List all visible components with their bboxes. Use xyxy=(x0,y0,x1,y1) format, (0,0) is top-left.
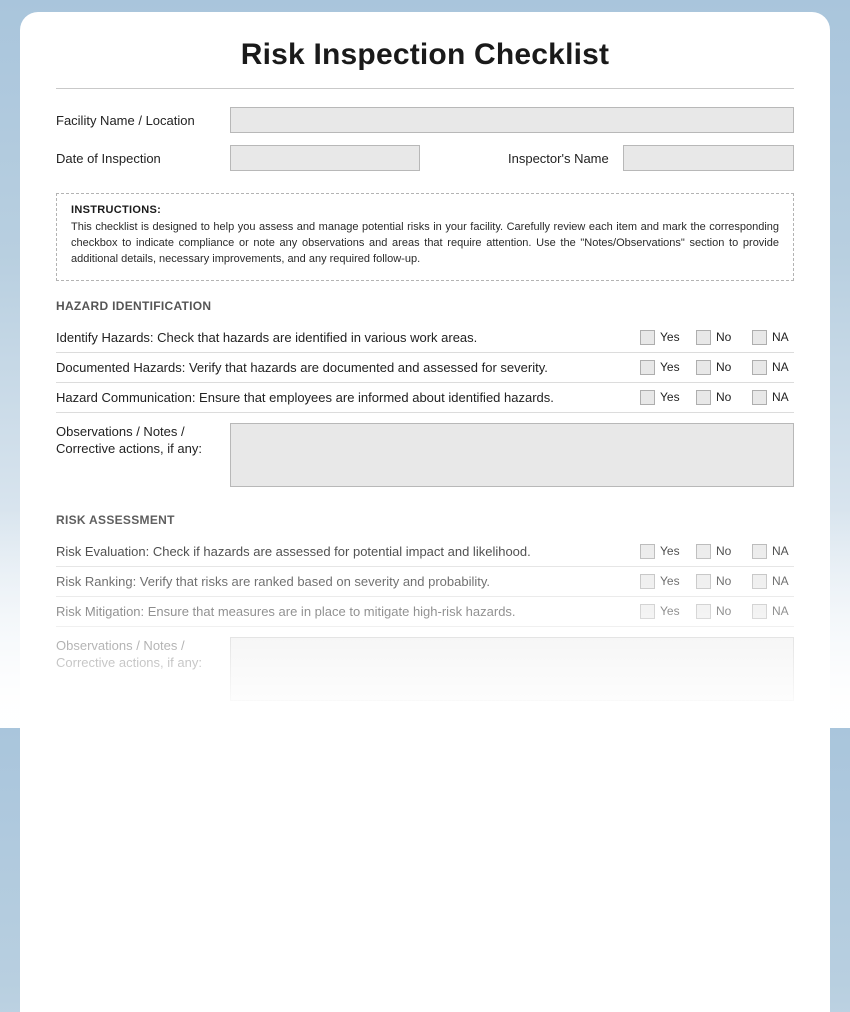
option-label-no: No xyxy=(716,544,738,558)
checkbox-na[interactable] xyxy=(752,330,767,345)
checklist-row: Identify Hazards: Check that hazards are… xyxy=(56,323,794,353)
date-label: Date of Inspection xyxy=(56,151,216,166)
instructions-body: This checklist is designed to help you a… xyxy=(71,220,779,268)
checkbox-na[interactable] xyxy=(752,604,767,619)
option-group: Yes No NA xyxy=(640,544,794,559)
title-divider xyxy=(56,88,794,89)
notes-row: Observations / Notes / Corrective action… xyxy=(56,637,794,701)
option-group: Yes No NA xyxy=(640,604,794,619)
instructions-title: INSTRUCTIONS: xyxy=(71,204,779,216)
checkbox-yes[interactable] xyxy=(640,604,655,619)
option-group: Yes No NA xyxy=(640,330,794,345)
option-label-yes: Yes xyxy=(660,390,682,404)
option-label-na: NA xyxy=(772,330,794,344)
checklist-item-text: Risk Evaluation: Check if hazards are as… xyxy=(56,544,640,559)
option-group: Yes No NA xyxy=(640,360,794,375)
checkbox-no[interactable] xyxy=(696,544,711,559)
checklist-item-text: Risk Mitigation: Ensure that measures ar… xyxy=(56,604,640,619)
checklist-row: Documented Hazards: Verify that hazards … xyxy=(56,353,794,383)
option-label-na: NA xyxy=(772,604,794,618)
section-heading: HAZARD IDENTIFICATION xyxy=(56,299,794,313)
option-label-yes: Yes xyxy=(660,604,682,618)
inspector-label: Inspector's Name xyxy=(508,151,609,166)
checkbox-na[interactable] xyxy=(752,390,767,405)
checkbox-yes[interactable] xyxy=(640,574,655,589)
option-label-na: NA xyxy=(772,360,794,374)
option-label-na: NA xyxy=(772,390,794,404)
checkbox-na[interactable] xyxy=(752,574,767,589)
checklist-item-text: Hazard Communication: Ensure that employ… xyxy=(56,390,640,405)
section-heading: RISK ASSESSMENT xyxy=(56,513,794,527)
instructions-box: INSTRUCTIONS: This checklist is designed… xyxy=(56,193,794,281)
option-label-no: No xyxy=(716,604,738,618)
option-group: Yes No NA xyxy=(640,574,794,589)
checkbox-yes[interactable] xyxy=(640,544,655,559)
checkbox-no[interactable] xyxy=(696,390,711,405)
checklist-row: Risk Ranking: Verify that risks are rank… xyxy=(56,567,794,597)
checkbox-no[interactable] xyxy=(696,360,711,375)
facility-label: Facility Name / Location xyxy=(56,113,216,128)
date-input[interactable] xyxy=(230,145,420,171)
date-inspector-row: Date of Inspection Inspector's Name xyxy=(56,145,794,171)
notes-textarea[interactable] xyxy=(230,423,794,487)
checklist-item-text: Documented Hazards: Verify that hazards … xyxy=(56,360,640,375)
facility-input[interactable] xyxy=(230,107,794,133)
option-label-no: No xyxy=(716,330,738,344)
checkbox-no[interactable] xyxy=(696,574,711,589)
option-group: Yes No NA xyxy=(640,390,794,405)
notes-label: Observations / Notes / Corrective action… xyxy=(56,423,216,487)
checklist-item-text: Identify Hazards: Check that hazards are… xyxy=(56,330,640,345)
checkbox-yes[interactable] xyxy=(640,360,655,375)
option-label-no: No xyxy=(716,574,738,588)
option-label-yes: Yes xyxy=(660,544,682,558)
inspector-input[interactable] xyxy=(623,145,794,171)
notes-row: Observations / Notes / Corrective action… xyxy=(56,423,794,487)
checkbox-na[interactable] xyxy=(752,360,767,375)
page-title: Risk Inspection Checklist xyxy=(56,38,794,72)
checkbox-yes[interactable] xyxy=(640,330,655,345)
option-label-yes: Yes xyxy=(660,330,682,344)
option-label-no: No xyxy=(716,390,738,404)
checklist-row: Hazard Communication: Ensure that employ… xyxy=(56,383,794,413)
checkbox-no[interactable] xyxy=(696,604,711,619)
option-label-na: NA xyxy=(772,574,794,588)
checklist-item-text: Risk Ranking: Verify that risks are rank… xyxy=(56,574,640,589)
option-label-na: NA xyxy=(772,544,794,558)
option-label-yes: Yes xyxy=(660,574,682,588)
notes-label: Observations / Notes / Corrective action… xyxy=(56,637,216,701)
notes-textarea[interactable] xyxy=(230,637,794,701)
checkbox-na[interactable] xyxy=(752,544,767,559)
checkbox-yes[interactable] xyxy=(640,390,655,405)
option-label-yes: Yes xyxy=(660,360,682,374)
document-page: Risk Inspection Checklist Facility Name … xyxy=(20,12,830,1012)
checkbox-no[interactable] xyxy=(696,330,711,345)
facility-row: Facility Name / Location xyxy=(56,107,794,133)
checklist-row: Risk Evaluation: Check if hazards are as… xyxy=(56,537,794,567)
checklist-row: Risk Mitigation: Ensure that measures ar… xyxy=(56,597,794,627)
option-label-no: No xyxy=(716,360,738,374)
